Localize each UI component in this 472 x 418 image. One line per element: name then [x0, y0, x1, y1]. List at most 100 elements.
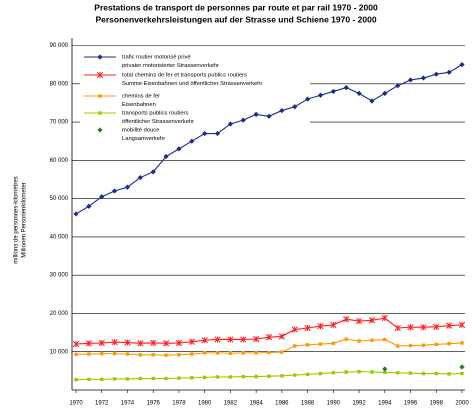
marker [459, 62, 465, 68]
y-axis-title: Millionen Personenkilometer [22, 182, 28, 257]
marker [164, 353, 168, 357]
legend-label: mobilité douce [122, 128, 159, 134]
marker [228, 375, 233, 379]
marker [164, 376, 168, 381]
y-tick-label: 40 000 [50, 234, 69, 240]
legend-label: transports publics routiers [122, 111, 188, 117]
marker [407, 77, 414, 83]
marker [215, 375, 220, 379]
marker [241, 351, 245, 355]
marker [189, 138, 195, 144]
marker [112, 188, 118, 194]
marker [201, 337, 208, 344]
x-tick-label: 1982 [224, 401, 238, 407]
marker [138, 353, 143, 357]
marker [202, 130, 208, 137]
marker [278, 333, 286, 340]
chart-title: Prestations de transport de personnes pa… [94, 2, 378, 12]
marker [124, 339, 131, 346]
marker [190, 352, 194, 356]
marker [459, 364, 465, 370]
marker [434, 342, 438, 347]
marker [265, 334, 273, 341]
marker [369, 98, 375, 104]
marker [357, 369, 361, 374]
marker [266, 113, 272, 119]
marker [317, 92, 324, 98]
marker [252, 335, 260, 343]
marker [240, 117, 246, 123]
marker [150, 339, 157, 347]
marker [318, 342, 323, 346]
chart-subtitle: Personenverkehrsleistungen auf der Stras… [95, 14, 376, 24]
y-tick-label: 90 000 [50, 43, 69, 49]
marker [227, 121, 233, 127]
marker [381, 314, 388, 322]
marker [74, 352, 78, 357]
marker [458, 321, 466, 329]
marker [395, 371, 400, 375]
marker [176, 146, 182, 152]
legend-label: total chemins de fer et transports publi… [122, 73, 247, 79]
x-tick-label: 1974 [121, 401, 135, 407]
marker [97, 127, 103, 133]
marker [280, 350, 284, 354]
y-axis-title: millions de personnes-kilomètres [14, 176, 20, 263]
y-tick-label: 10 000 [50, 349, 69, 355]
marker [305, 96, 311, 102]
marker [202, 351, 207, 355]
marker [383, 337, 387, 342]
marker [433, 323, 440, 330]
marker [356, 90, 362, 96]
x-tick-label: 1984 [249, 401, 263, 407]
marker [124, 184, 131, 190]
marker [407, 324, 414, 331]
marker [215, 351, 220, 355]
marker [460, 371, 464, 376]
x-tick-label: 1994 [378, 401, 392, 407]
marker [344, 337, 348, 341]
marker [227, 336, 234, 343]
marker [98, 111, 102, 115]
marker [343, 85, 349, 91]
marker [421, 343, 426, 347]
marker [343, 316, 350, 323]
marker [370, 338, 374, 342]
y-tick-label: 30 000 [50, 273, 69, 279]
marker [241, 374, 245, 379]
marker [331, 341, 336, 346]
marker [87, 377, 91, 381]
marker [98, 339, 105, 347]
marker [150, 169, 156, 175]
marker [214, 130, 221, 137]
marker [72, 340, 80, 348]
marker [447, 341, 451, 346]
marker [175, 339, 183, 347]
marker [318, 371, 323, 376]
marker [190, 376, 194, 380]
legend-label: chemins de fer [122, 94, 160, 100]
marker [383, 370, 387, 375]
marker [214, 336, 221, 343]
marker [138, 376, 143, 381]
marker [97, 54, 103, 60]
legend-background [80, 49, 310, 144]
marker [151, 353, 155, 357]
x-tick-label: 1980 [198, 401, 212, 407]
marker [305, 372, 310, 377]
marker [433, 71, 439, 77]
marker [447, 372, 451, 376]
x-tick-label: 1990 [327, 401, 341, 407]
marker [445, 322, 453, 329]
marker [267, 374, 271, 378]
marker [137, 340, 144, 347]
marker [85, 340, 93, 347]
marker [254, 351, 258, 355]
marker [162, 340, 170, 347]
legend-label: Langsamverkehr [122, 136, 165, 142]
marker [280, 374, 284, 378]
marker [74, 377, 78, 382]
marker [434, 371, 438, 376]
y-tick-label: 50 000 [50, 196, 69, 202]
marker [100, 377, 104, 381]
